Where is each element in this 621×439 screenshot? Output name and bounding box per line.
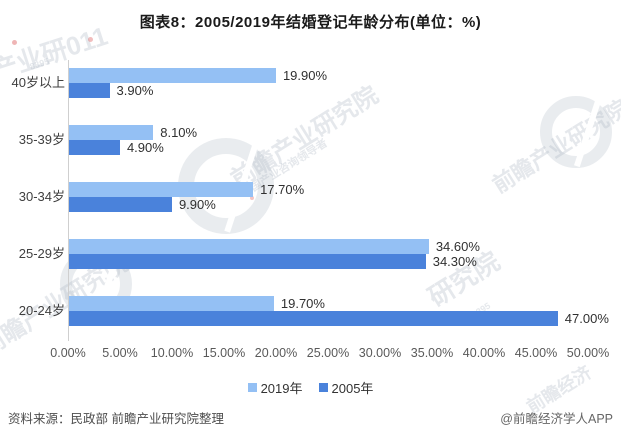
legend-item-2005年: 2005年 bbox=[318, 378, 374, 397]
value-label: 4.90% bbox=[126, 140, 164, 155]
legend-swatch-icon bbox=[318, 383, 328, 392]
legend-label: 2019年 bbox=[260, 381, 303, 396]
x-axis: 0.00% 5.00% 10.00% 15.00% 20.00% 25.00% 30.00%… bbox=[50, 346, 609, 360]
x-tick-label: 30.00% bbox=[358, 346, 402, 360]
bar-2019年-20-24岁 bbox=[69, 296, 274, 311]
category-label: 20-24岁 bbox=[18, 303, 65, 318]
x-tick-label: 20.00% bbox=[254, 346, 298, 360]
bar-2019年-30-34岁 bbox=[69, 182, 254, 197]
x-tick-label: 0.00% bbox=[50, 346, 86, 360]
value-label: 8.10% bbox=[160, 125, 198, 140]
value-label: 34.60% bbox=[435, 239, 480, 254]
bar-2005年-20-24岁 bbox=[69, 311, 558, 326]
legend-item-2019年: 2019年 bbox=[247, 378, 303, 397]
value-label: 19.90% bbox=[282, 68, 328, 83]
credit-note: @前瞻经济学人APP bbox=[500, 412, 613, 426]
bar-2005年-40岁以上 bbox=[69, 83, 110, 98]
x-tick-label: 5.00% bbox=[102, 346, 138, 360]
category-label: 25-29岁 bbox=[18, 246, 65, 261]
category-label: 35-39岁 bbox=[18, 132, 65, 147]
plot-area: 40岁以上 19.90% 3.90% 35-39岁 8.10% 4.90% 30-34岁 17… bbox=[12, 60, 609, 345]
y-axis-line bbox=[68, 60, 69, 341]
bar-2019年-40岁以上 bbox=[69, 68, 276, 83]
legend: 2019年 2005年 bbox=[0, 378, 621, 397]
category-row: 20-24岁 19.70% 47.00% bbox=[19, 288, 609, 345]
category-row: 25-29岁 34.60% 34.30% bbox=[19, 231, 589, 288]
bar-2005年-25-29岁 bbox=[69, 254, 426, 269]
x-tick-label: 45.00% bbox=[514, 346, 558, 360]
value-label: 3.90% bbox=[116, 83, 154, 98]
x-tick-label: 15.00% bbox=[202, 346, 246, 360]
bar-2019年-35-39岁 bbox=[69, 125, 154, 140]
x-tick-label: 40.00% bbox=[462, 346, 506, 360]
category-row: 40岁以上 19.90% 3.90% bbox=[12, 60, 589, 117]
bar-2005年-30-34岁 bbox=[69, 197, 172, 212]
value-label: 17.70% bbox=[260, 182, 305, 197]
watermark-dot bbox=[88, 37, 93, 42]
category-row: 30-34岁 17.70% 9.90% bbox=[19, 174, 589, 231]
legend-swatch-icon bbox=[247, 383, 257, 392]
x-tick-label: 10.00% bbox=[150, 346, 194, 360]
x-tick-label: 35.00% bbox=[410, 346, 454, 360]
bar-2019年-25-29岁 bbox=[69, 239, 429, 254]
watermark-dot bbox=[12, 40, 17, 45]
category-label: 40岁以上 bbox=[11, 75, 65, 90]
value-label: 9.90% bbox=[178, 197, 216, 212]
value-label: 34.30% bbox=[432, 254, 477, 269]
category-label: 30-34岁 bbox=[18, 189, 65, 204]
x-tick-label: 25.00% bbox=[306, 346, 350, 360]
source-note: 资料来源：民政部 前瞻产业研究院整理 bbox=[8, 412, 224, 426]
value-label: 19.70% bbox=[280, 296, 325, 311]
x-tick-label: 50.00% bbox=[566, 346, 610, 360]
bar-2005年-35-39岁 bbox=[69, 140, 120, 155]
value-label: 47.00% bbox=[564, 311, 609, 326]
category-row: 35-39岁 8.10% 4.90% bbox=[19, 117, 589, 174]
legend-label: 2005年 bbox=[331, 381, 374, 396]
chart-title: 图表8：2005/2019年结婚登记年龄分布(单位：%) bbox=[139, 14, 482, 31]
